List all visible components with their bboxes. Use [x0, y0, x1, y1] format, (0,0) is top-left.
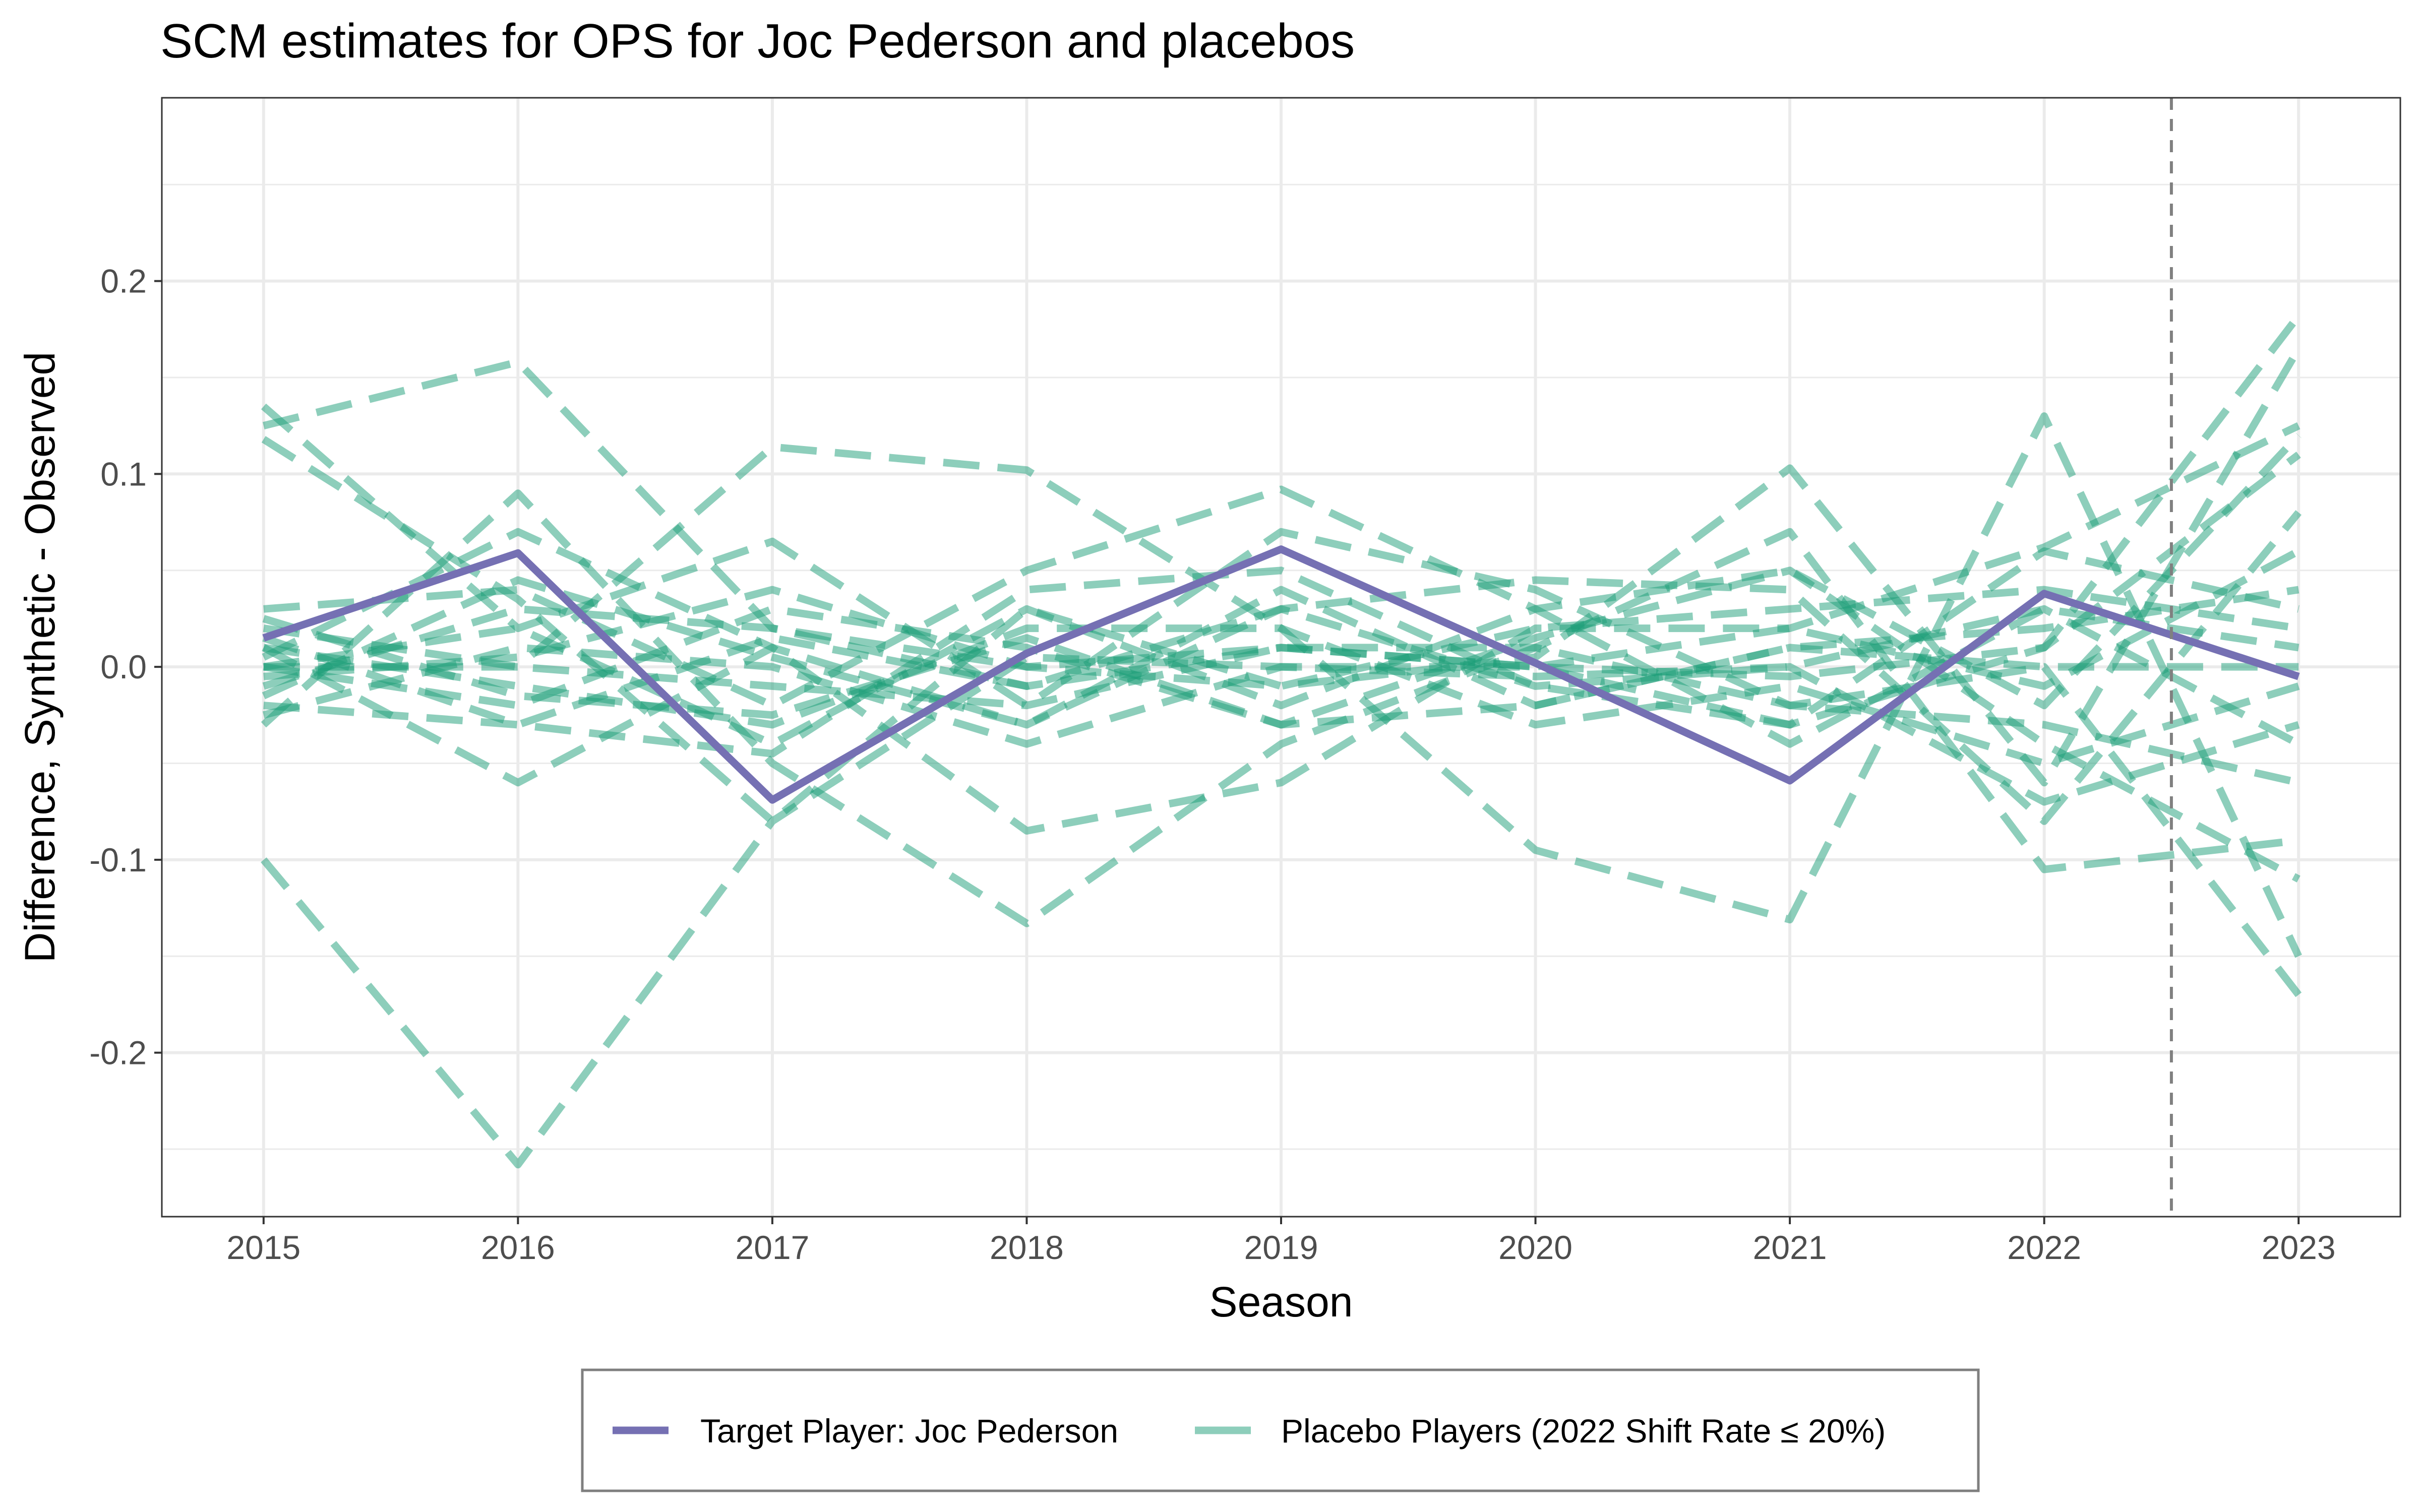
x-tick-label: 2018 [990, 1229, 1064, 1266]
placebo-series-line [263, 605, 2300, 748]
placebo-lines [261, 313, 2302, 1169]
legend: Target Player: Joc Pederson Placebo Play… [581, 1368, 1980, 1492]
y-tick-label: -0.1 [89, 841, 147, 878]
legend-box [581, 1368, 1980, 1492]
x-tick-label: 2023 [2262, 1229, 2336, 1266]
placebo-series-line [262, 547, 2301, 748]
x-tick-label: 2022 [2007, 1229, 2081, 1266]
x-tick-label: 2017 [735, 1229, 809, 1266]
placebo-series-line [263, 624, 2300, 787]
y-axis-title: Difference, Synthetic - Observed [16, 352, 64, 963]
x-axis: 2015 2016 2017 2018 2019 2020 2021 2022 2023 [226, 1217, 2336, 1266]
y-tick-label: 0.1 [100, 455, 147, 492]
target-line [262, 545, 2300, 804]
chart-title: SCM estimates for OPS for Joc Pederson a… [160, 14, 1355, 68]
x-tick-label: 2020 [1498, 1229, 1572, 1266]
placebo-series-line [263, 452, 2301, 758]
x-tick-label: 2015 [226, 1229, 300, 1266]
placebo-series-line [262, 605, 2300, 806]
placebo-series-line [262, 566, 2301, 883]
x-tick-label: 2021 [1753, 1229, 1827, 1266]
placebo-series-line [262, 586, 2300, 690]
placebo-series-line [261, 489, 2300, 927]
x-axis-title: Season [1209, 1278, 1353, 1326]
target-series-line [262, 545, 2300, 804]
y-axis: -0.2 -0.1 0.0 0.1 0.2 [89, 263, 162, 1072]
x-tick-label: 2016 [481, 1229, 555, 1266]
x-tick-label: 2019 [1244, 1229, 1318, 1266]
legend-label-placebo: Placebo Players (2022 Shift Rate ≤ 20%) [1281, 1412, 1886, 1450]
legend-label-target: Target Player: Joc Pederson [700, 1412, 1118, 1450]
y-tick-label: -0.2 [89, 1034, 147, 1072]
y-tick-label: 0.0 [100, 648, 147, 685]
y-tick-label: 0.2 [100, 263, 147, 300]
